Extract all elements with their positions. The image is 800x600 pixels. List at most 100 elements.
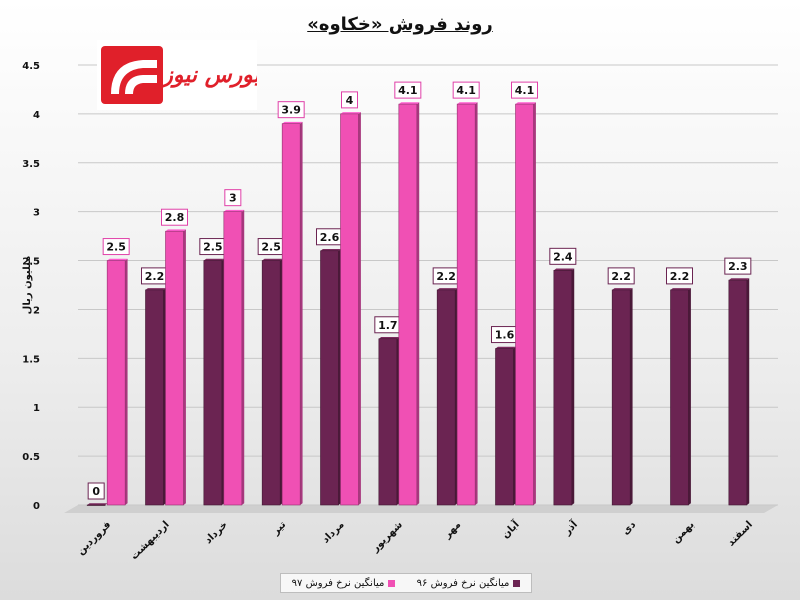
bar-series-1-7 bbox=[515, 103, 534, 506]
bar-series-1-1 bbox=[165, 230, 184, 506]
bar-side bbox=[241, 209, 245, 505]
bar-side bbox=[183, 229, 186, 505]
y-axis-label: میلیون ریال bbox=[22, 256, 33, 315]
data-label-box bbox=[452, 81, 480, 99]
bar-side bbox=[475, 102, 478, 506]
legend-label-97: میانگین نرخ فروش ۹۷ bbox=[291, 577, 385, 589]
bar-top bbox=[145, 288, 166, 290]
bar-top bbox=[378, 336, 400, 339]
bar-side bbox=[688, 288, 691, 505]
y-tick-label: 0.5 bbox=[22, 452, 40, 463]
bar-series-1-5 bbox=[398, 103, 418, 506]
legend-item-series-97: میانگین نرخ فروش ۹۷ bbox=[292, 578, 396, 589]
bar-top bbox=[495, 346, 516, 349]
data-label-series-0: 2.5 bbox=[261, 241, 281, 254]
bar-top bbox=[282, 121, 303, 124]
bar-series-0-0 bbox=[86, 504, 106, 506]
data-label-series-1: 2.8 bbox=[165, 211, 185, 224]
bar-series-1-2 bbox=[223, 211, 243, 506]
bar-side bbox=[533, 102, 536, 506]
bar-top bbox=[612, 288, 633, 290]
bar-top bbox=[107, 258, 128, 261]
bar-series-0-6 bbox=[436, 289, 456, 506]
data-label-series-1: 3 bbox=[229, 192, 237, 205]
bar-top bbox=[203, 258, 225, 261]
data-label-box bbox=[161, 208, 188, 226]
bar-top bbox=[437, 288, 458, 290]
data-label-series-1: 4.1 bbox=[456, 84, 476, 97]
logo-text: بورس نیوز bbox=[159, 62, 257, 88]
data-label-box bbox=[102, 238, 130, 256]
data-label-series-0: 2.2 bbox=[611, 270, 631, 283]
x-tick-label: آذر bbox=[560, 518, 580, 538]
bar-side bbox=[630, 288, 633, 505]
bar-top bbox=[223, 209, 245, 212]
bar-series-0-2 bbox=[203, 260, 223, 506]
bar-top bbox=[457, 102, 478, 105]
y-tick-label: 2 bbox=[33, 305, 40, 316]
bar-top bbox=[553, 268, 575, 271]
y-tick-label: 1.5 bbox=[22, 354, 40, 365]
bar-top bbox=[87, 503, 108, 505]
data-label-series-0: 1.6 bbox=[495, 329, 515, 342]
data-label-series-0: 1.7 bbox=[378, 319, 398, 332]
data-label-series-1: 4.1 bbox=[398, 84, 418, 97]
data-label-box bbox=[607, 267, 635, 285]
data-label-box bbox=[224, 189, 242, 207]
bar-series-0-9 bbox=[611, 289, 631, 506]
legend: میانگین نرخ فروش ۹۶ میانگین نرخ فروش ۹۷ bbox=[280, 573, 532, 593]
data-label-series-1: 4.1 bbox=[515, 84, 535, 97]
bar-side bbox=[300, 121, 303, 505]
bar-series-1-6 bbox=[456, 103, 476, 506]
y-tick-label: 4 bbox=[33, 110, 40, 121]
bar-top bbox=[398, 102, 420, 105]
data-label-box bbox=[666, 267, 693, 285]
bar-top bbox=[340, 112, 361, 114]
bar-top bbox=[728, 278, 750, 281]
data-label-box bbox=[341, 91, 358, 109]
data-label-series-1: 2.5 bbox=[106, 241, 126, 254]
bar-series-0-7 bbox=[495, 348, 514, 506]
data-label-series-1: 3.9 bbox=[281, 104, 301, 117]
x-tick-label: فروردین bbox=[75, 519, 113, 557]
bar-series-1-3 bbox=[281, 123, 301, 506]
bar-top bbox=[262, 258, 283, 261]
data-label-box bbox=[394, 81, 422, 99]
data-label-series-0: 2.3 bbox=[728, 260, 748, 273]
legend-item-series-96: میانگین نرخ فروش ۹۶ bbox=[417, 578, 521, 589]
data-label-box bbox=[724, 257, 752, 275]
data-label-series-1: 4 bbox=[346, 94, 354, 107]
bar-top bbox=[670, 288, 691, 290]
x-tick-label: مرداد bbox=[320, 519, 346, 545]
bar-top bbox=[320, 248, 341, 251]
y-tick-label: 3.5 bbox=[22, 159, 40, 170]
bar-series-0-11 bbox=[728, 279, 748, 506]
x-tick-label: دی bbox=[620, 519, 638, 537]
data-label-series-0: 2.6 bbox=[320, 231, 340, 244]
y-tick-label: 2.5 bbox=[22, 257, 40, 268]
bar-series-0-1 bbox=[145, 289, 164, 506]
y-tick-label: 4.5 bbox=[22, 61, 40, 72]
bar-series-1-4 bbox=[340, 113, 359, 506]
x-tick-label: آبان bbox=[499, 518, 522, 541]
bar-side bbox=[571, 268, 575, 505]
bar-top bbox=[515, 102, 536, 105]
legend-label-96: میانگین نرخ فروش ۹۶ bbox=[416, 577, 510, 589]
x-tick-label: تیر bbox=[270, 519, 289, 538]
data-label-series-0: 2.2 bbox=[670, 270, 690, 283]
bar-side bbox=[125, 258, 128, 505]
data-label-box bbox=[549, 247, 577, 265]
bar-series-0-3 bbox=[261, 260, 281, 506]
chart-floor bbox=[64, 505, 778, 513]
bar-side bbox=[416, 102, 420, 506]
data-label-box bbox=[511, 81, 538, 99]
bar-side bbox=[358, 112, 361, 505]
x-tick-label: شهریور bbox=[369, 519, 405, 555]
bar-series-0-5 bbox=[378, 338, 398, 506]
data-label-series-0: 2.2 bbox=[145, 270, 165, 283]
logo-mark-icon: بورس نیوز bbox=[101, 46, 261, 104]
bar-series-0-8 bbox=[553, 270, 573, 506]
boursenews-logo: بورس نیوز bbox=[97, 40, 261, 110]
bar-top bbox=[165, 229, 186, 232]
